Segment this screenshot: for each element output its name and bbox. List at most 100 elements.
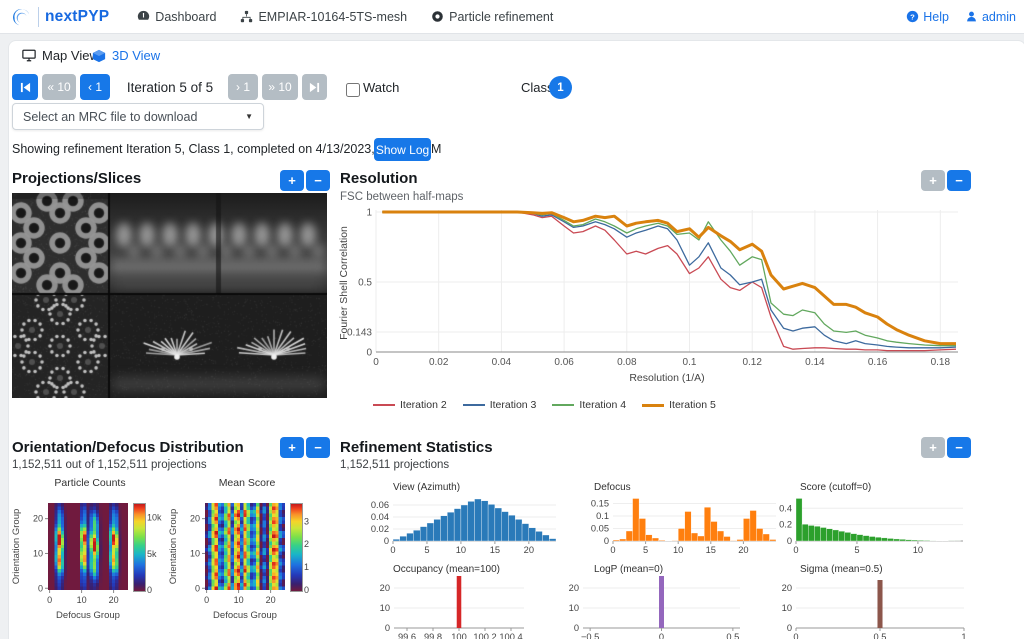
svg-text:Defocus Group: Defocus Group xyxy=(56,610,120,621)
back-1-button[interactable]: ‹ 1 xyxy=(80,74,110,100)
svg-text:0.15: 0.15 xyxy=(591,499,609,509)
svg-text:0.2: 0.2 xyxy=(779,520,792,530)
svg-text:0.5: 0.5 xyxy=(726,632,739,639)
nextpyp-logo-icon xyxy=(13,8,30,25)
legend-entry[interactable]: Iteration 4 xyxy=(552,399,626,411)
svg-text:?: ? xyxy=(910,12,915,21)
class-badge[interactable]: 1 xyxy=(549,76,572,99)
nav-dashboard[interactable]: Dashboard xyxy=(137,10,216,24)
svg-text:20: 20 xyxy=(33,514,43,524)
legend-entry[interactable]: Iteration 2 xyxy=(373,399,447,411)
svg-text:Score (cutoff=0): Score (cutoff=0) xyxy=(800,482,871,493)
svg-text:0: 0 xyxy=(385,623,390,633)
svg-text:10: 10 xyxy=(77,595,87,605)
tab-3d-view-label: 3D View xyxy=(112,48,161,63)
svg-text:LogP (mean=0): LogP (mean=0) xyxy=(594,564,663,575)
svg-text:0: 0 xyxy=(47,595,52,605)
svg-text:0.4: 0.4 xyxy=(779,503,792,513)
svg-text:0.14: 0.14 xyxy=(805,357,825,368)
svg-text:0.5: 0.5 xyxy=(874,632,887,639)
orientation-zoom-in-button[interactable]: + xyxy=(280,437,304,458)
svg-text:20: 20 xyxy=(266,595,276,605)
monitor-icon xyxy=(22,49,36,62)
resolution-subtitle: FSC between half-maps xyxy=(340,191,464,203)
svg-text:20: 20 xyxy=(109,595,119,605)
refinement-histograms[interactable]: View (Azimuth)00.020.040.060 5 10 15 20Defoc… xyxy=(336,478,1024,639)
svg-text:5: 5 xyxy=(424,545,429,555)
fsc-chart[interactable]: 0 0.143 0.5 1 0 0.02 0.04 0.06 0.08 0.1 0.12 0.14 0.… xyxy=(330,203,990,418)
mean-score-heatmap[interactable] xyxy=(205,503,285,590)
svg-text:0: 0 xyxy=(195,583,200,593)
cube-icon xyxy=(92,49,106,62)
svg-text:Mean Score: Mean Score xyxy=(219,477,276,489)
resolution-zoom-out-button[interactable]: − xyxy=(947,170,971,191)
svg-text:100.2: 100.2 xyxy=(473,632,496,639)
particle-counts-heatmap[interactable] xyxy=(48,503,128,590)
legend-label: Iteration 5 xyxy=(669,399,716,411)
skip-last-icon xyxy=(309,82,320,92)
svg-text:100: 100 xyxy=(451,632,467,639)
svg-text:0: 0 xyxy=(574,623,579,633)
forward-10-button[interactable]: » 10 xyxy=(262,74,298,100)
svg-text:0.5: 0.5 xyxy=(358,278,372,289)
projections-image xyxy=(12,193,327,398)
svg-text:View (Azimuth): View (Azimuth) xyxy=(393,482,460,493)
legend-entry[interactable]: Iteration 3 xyxy=(462,399,536,411)
brand[interactable]: nextPYP xyxy=(10,6,109,28)
nav-right: ? Help admin xyxy=(906,10,1016,24)
nav-block-label: Particle refinement xyxy=(449,9,554,24)
tab-map-view-label: Map View xyxy=(42,48,99,63)
brand-divider xyxy=(38,6,39,27)
forward-1-button[interactable]: › 1 xyxy=(228,74,258,100)
tab-3d-view[interactable]: 3D View xyxy=(92,48,160,63)
projections-zoom-out-button[interactable]: − xyxy=(306,170,330,191)
refinement-zoom-out-button[interactable]: − xyxy=(947,437,971,458)
tab-map-view[interactable]: Map View xyxy=(22,48,99,63)
svg-text:0: 0 xyxy=(366,348,372,359)
svg-text:Occupancy (mean=100): Occupancy (mean=100) xyxy=(393,564,500,575)
svg-text:Orientation Group: Orientation Group xyxy=(11,509,22,585)
projections-zoom-in-button[interactable]: + xyxy=(280,170,304,191)
refinement-zoom-in-button[interactable]: + xyxy=(921,437,945,458)
svg-text:99.8: 99.8 xyxy=(424,632,442,639)
svg-text:10k: 10k xyxy=(147,513,162,523)
legend-swatch xyxy=(642,403,665,407)
svg-text:10: 10 xyxy=(569,603,579,613)
svg-text:Orientation Group: Orientation Group xyxy=(168,509,179,585)
particle-refinement-icon xyxy=(432,11,443,22)
legend-entry[interactable]: Iteration 5 xyxy=(642,399,716,411)
svg-text:Defocus: Defocus xyxy=(594,482,631,493)
svg-text:0: 0 xyxy=(390,545,395,555)
svg-text:5k: 5k xyxy=(147,549,157,559)
svg-text:20: 20 xyxy=(380,583,390,593)
svg-text:15: 15 xyxy=(490,545,500,555)
svg-text:0.1: 0.1 xyxy=(683,357,697,368)
svg-text:0.143: 0.143 xyxy=(347,327,372,338)
svg-text:Defocus Group: Defocus Group xyxy=(213,610,277,621)
mrc-select[interactable]: Select an MRC file to download ▼ xyxy=(12,103,264,130)
orientation-zoom-out-button[interactable]: − xyxy=(306,437,330,458)
nav-block[interactable]: Particle refinement xyxy=(431,10,553,24)
back-10-button[interactable]: « 10 xyxy=(42,74,76,100)
iteration-label: Iteration 5 of 5 xyxy=(126,80,214,95)
resolution-zoom-in-button[interactable]: + xyxy=(921,170,945,191)
watch-checkbox[interactable] xyxy=(346,83,360,97)
svg-text:20: 20 xyxy=(738,545,748,555)
fsc-legend: Iteration 2 Iteration 3 Iteration 4 Iterati… xyxy=(373,399,716,411)
svg-text:10: 10 xyxy=(234,595,244,605)
nav-items: Dashboard EMPIAR-10164-5TS-mesh Particle… xyxy=(137,10,553,24)
svg-text:0.06: 0.06 xyxy=(554,357,574,368)
watch-label: Watch xyxy=(363,80,400,95)
chevron-down-icon: ▼ xyxy=(245,112,253,121)
help-link[interactable]: ? Help xyxy=(906,10,949,24)
first-iteration-button[interactable] xyxy=(12,74,38,100)
nav-project[interactable]: EMPIAR-10164-5TS-mesh xyxy=(240,10,407,24)
svg-text:Fourier Shell Correlation: Fourier Shell Correlation xyxy=(338,226,350,340)
show-log-button[interactable]: Show Log xyxy=(374,138,431,161)
svg-text:0.04: 0.04 xyxy=(492,357,512,368)
svg-text:0: 0 xyxy=(38,583,43,593)
svg-text:0: 0 xyxy=(384,536,389,546)
last-iteration-button[interactable] xyxy=(302,74,327,100)
svg-text:0: 0 xyxy=(147,585,152,595)
user-link[interactable]: admin xyxy=(965,10,1016,24)
